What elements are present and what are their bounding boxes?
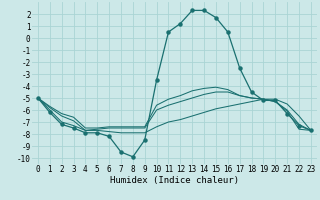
X-axis label: Humidex (Indice chaleur): Humidex (Indice chaleur): [110, 176, 239, 185]
